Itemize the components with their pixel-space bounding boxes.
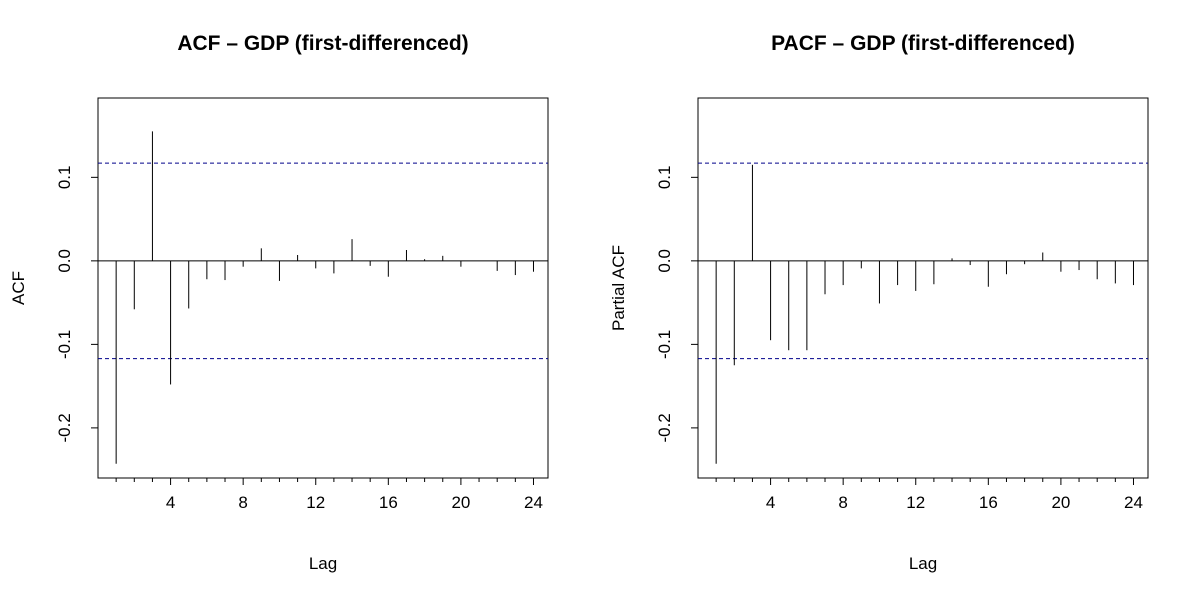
acf-x-axis-label: Lag <box>309 554 337 573</box>
acf-y-axis-label: ACF <box>9 271 28 305</box>
pacf-x-tick-label: 8 <box>838 493 847 512</box>
acf-plot-frame <box>97 97 549 479</box>
pacf-x-tick-label: 20 <box>1051 493 1070 512</box>
acf-y-tick-label: 0.1 <box>55 166 74 190</box>
acf-x-tick-label: 4 <box>166 493 175 512</box>
acf-x-tick-label: 20 <box>451 493 470 512</box>
pacf-y-tick-label: 0.1 <box>655 166 674 190</box>
pacf-x-tick-label: 16 <box>979 493 998 512</box>
pacf-x-axis-label: Lag <box>909 554 937 573</box>
pacf-y-axis-label: Partial ACF <box>609 245 628 331</box>
pacf-plot-frame <box>697 97 1149 479</box>
acf-title: ACF – GDP (first-differenced) <box>177 32 468 55</box>
acf-x-tick-label: 16 <box>379 493 398 512</box>
pacf-y-tick-label: 0.0 <box>655 249 674 273</box>
pacf-x-tick-label: 4 <box>766 493 775 512</box>
pacf-y-tick-label: -0.1 <box>655 330 674 359</box>
pacf-y-tick-label: -0.2 <box>655 413 674 442</box>
pacf-x-tick-label: 12 <box>906 493 925 512</box>
pacf-x-tick-label: 24 <box>1124 493 1143 512</box>
acf-x-tick-label: 8 <box>238 493 247 512</box>
pacf-title: PACF – GDP (first-differenced) <box>771 32 1075 55</box>
acf-x-tick-label: 24 <box>524 493 543 512</box>
acf-x-tick-label: 12 <box>306 493 325 512</box>
acf-y-tick-label: -0.2 <box>55 413 74 442</box>
acf-y-tick-label: 0.0 <box>55 249 74 273</box>
acf-y-tick-label: -0.1 <box>55 330 74 359</box>
